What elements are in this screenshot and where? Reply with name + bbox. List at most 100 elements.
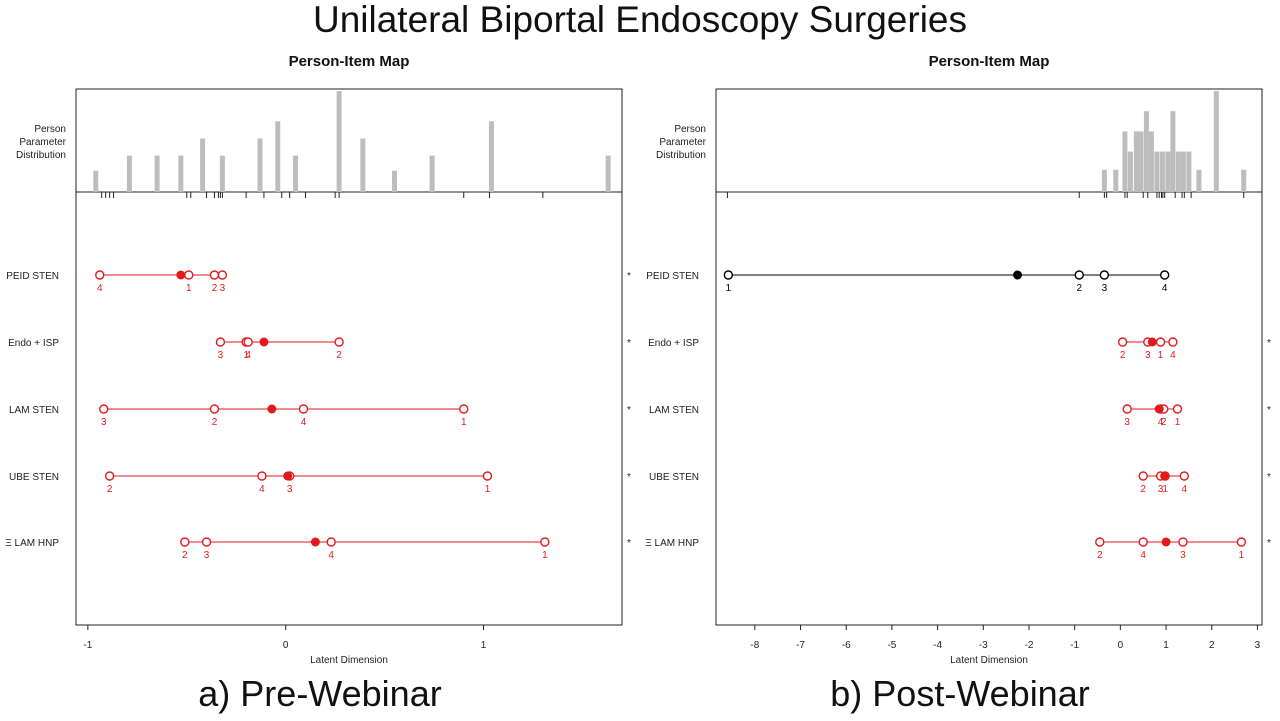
threshold-category-label: 4	[245, 350, 251, 361]
person-distribution-bar	[275, 121, 281, 192]
item-location-point	[176, 270, 186, 280]
person-distribution-bar	[126, 155, 132, 192]
threshold-category-label: 2	[107, 484, 113, 495]
misfit-marker: *	[1267, 338, 1271, 349]
x-tick-label: -4	[933, 640, 942, 651]
item-label: Endo + ISP	[648, 338, 699, 349]
threshold-category-label: 4	[97, 283, 103, 294]
distribution-label-line: Person	[34, 124, 66, 135]
threshold-point	[298, 404, 309, 414]
chart-title: Person-Item Map	[929, 53, 1050, 70]
person-item-map-post-webinar: Person-Item Map Person Parameter Distributi…	[645, 53, 1271, 666]
misfit-marker: *	[627, 538, 631, 549]
threshold-category-label: 2	[1097, 550, 1103, 561]
misfit-marker: *	[1267, 472, 1271, 483]
person-distribution-bar	[200, 138, 206, 192]
threshold-point	[1099, 270, 1110, 280]
person-distribution-bar	[1170, 111, 1176, 192]
x-tick-label: -1	[1070, 640, 1079, 651]
distribution-label-line: Parameter	[19, 137, 66, 148]
threshold-category-label: 2	[1140, 484, 1146, 495]
misfit-marker: *	[1267, 405, 1271, 416]
threshold-point	[1179, 471, 1190, 481]
person-distribution-bar	[154, 155, 160, 192]
distribution-label-line: Person	[674, 124, 706, 135]
distribution-label-line: Distribution	[656, 150, 706, 161]
threshold-point	[201, 537, 212, 547]
threshold-point	[1074, 270, 1084, 280]
person-distribution-bar	[1101, 169, 1107, 192]
item-label: Ξ LAM HNP	[5, 538, 59, 549]
threshold-category-label: 3	[1145, 350, 1151, 361]
x-tick-label: 0	[1118, 640, 1124, 651]
x-tick-label: -8	[750, 640, 759, 651]
person-distribution-bar	[219, 155, 225, 192]
threshold-point	[1159, 270, 1170, 280]
item-label: Ξ LAM HNP	[645, 538, 699, 549]
threshold-point	[1178, 537, 1188, 547]
person-distribution-bar	[1175, 151, 1181, 192]
threshold-category-label: 2	[212, 283, 218, 294]
threshold-point	[1138, 537, 1148, 547]
item-location-point	[1160, 471, 1170, 481]
threshold-category-label: 1	[461, 417, 467, 428]
x-axis-label: Latent Dimension	[310, 655, 388, 666]
misfit-marker: *	[627, 338, 631, 349]
threshold-point	[540, 537, 550, 547]
x-tick-label: -3	[979, 640, 988, 651]
person-distribution-bar	[1143, 111, 1149, 192]
x-tick-label: -1	[83, 640, 92, 651]
x-tick-label: 3	[1255, 640, 1261, 651]
threshold-point	[1155, 337, 1166, 347]
person-distribution-bar	[93, 170, 99, 192]
misfit-marker: *	[627, 271, 631, 282]
threshold-category-label: 1	[1158, 350, 1164, 361]
threshold-point	[1117, 337, 1128, 347]
item-location-point	[1161, 537, 1171, 547]
threshold-category-label: 3	[1124, 417, 1130, 428]
threshold-point	[459, 404, 469, 414]
person-distribution-bar	[1180, 151, 1186, 192]
threshold-point	[215, 337, 226, 347]
threshold-category-label: 3	[204, 550, 210, 561]
item-label: UBE STEN	[9, 472, 59, 483]
threshold-category-label: 2	[336, 350, 342, 361]
threshold-category-label: 1	[1175, 417, 1181, 428]
threshold-point	[482, 471, 493, 481]
threshold-point	[1236, 537, 1247, 547]
person-distribution-bar	[1241, 169, 1247, 192]
item-location-point	[283, 471, 293, 481]
person-item-map-pre-webinar: Person-Item Map Person Parameter Distributi…	[5, 53, 631, 666]
misfit-marker: *	[1267, 538, 1271, 549]
threshold-category-label: 1	[485, 484, 491, 495]
person-distribution-bar	[360, 138, 366, 192]
person-distribution-bar	[1165, 151, 1171, 192]
x-tick-label: 0	[283, 640, 289, 651]
x-tick-label: -2	[1025, 640, 1034, 651]
threshold-point	[243, 337, 253, 347]
person-distribution-bar	[336, 91, 342, 192]
threshold-point	[104, 471, 115, 481]
misfit-marker: *	[627, 405, 631, 416]
threshold-category-label: 3	[220, 283, 226, 294]
misfit-marker: *	[627, 472, 631, 483]
person-distribution-bar	[429, 155, 435, 192]
threshold-category-label: 1	[243, 350, 249, 361]
threshold-point	[209, 404, 220, 414]
threshold-point	[1095, 537, 1105, 547]
item-map-frame	[715, 191, 1263, 626]
person-distribution-bar	[293, 155, 299, 192]
caption-post-webinar: b) Post-Webinar	[830, 673, 1090, 714]
person-distribution-bar	[1154, 151, 1160, 192]
person-distribution-bar	[1113, 169, 1119, 192]
person-distribution-bar	[488, 121, 494, 192]
threshold-category-label: 3	[101, 417, 107, 428]
item-label: Endo + ISP	[8, 338, 59, 349]
item-location-point	[310, 537, 320, 547]
chart-title: Person-Item Map	[289, 53, 410, 70]
threshold-point	[1172, 404, 1183, 414]
item-label: UBE STEN	[649, 472, 699, 483]
item-label: LAM STEN	[649, 405, 699, 416]
threshold-category-label: 4	[1182, 484, 1188, 495]
distribution-label-line: Distribution	[16, 150, 66, 161]
